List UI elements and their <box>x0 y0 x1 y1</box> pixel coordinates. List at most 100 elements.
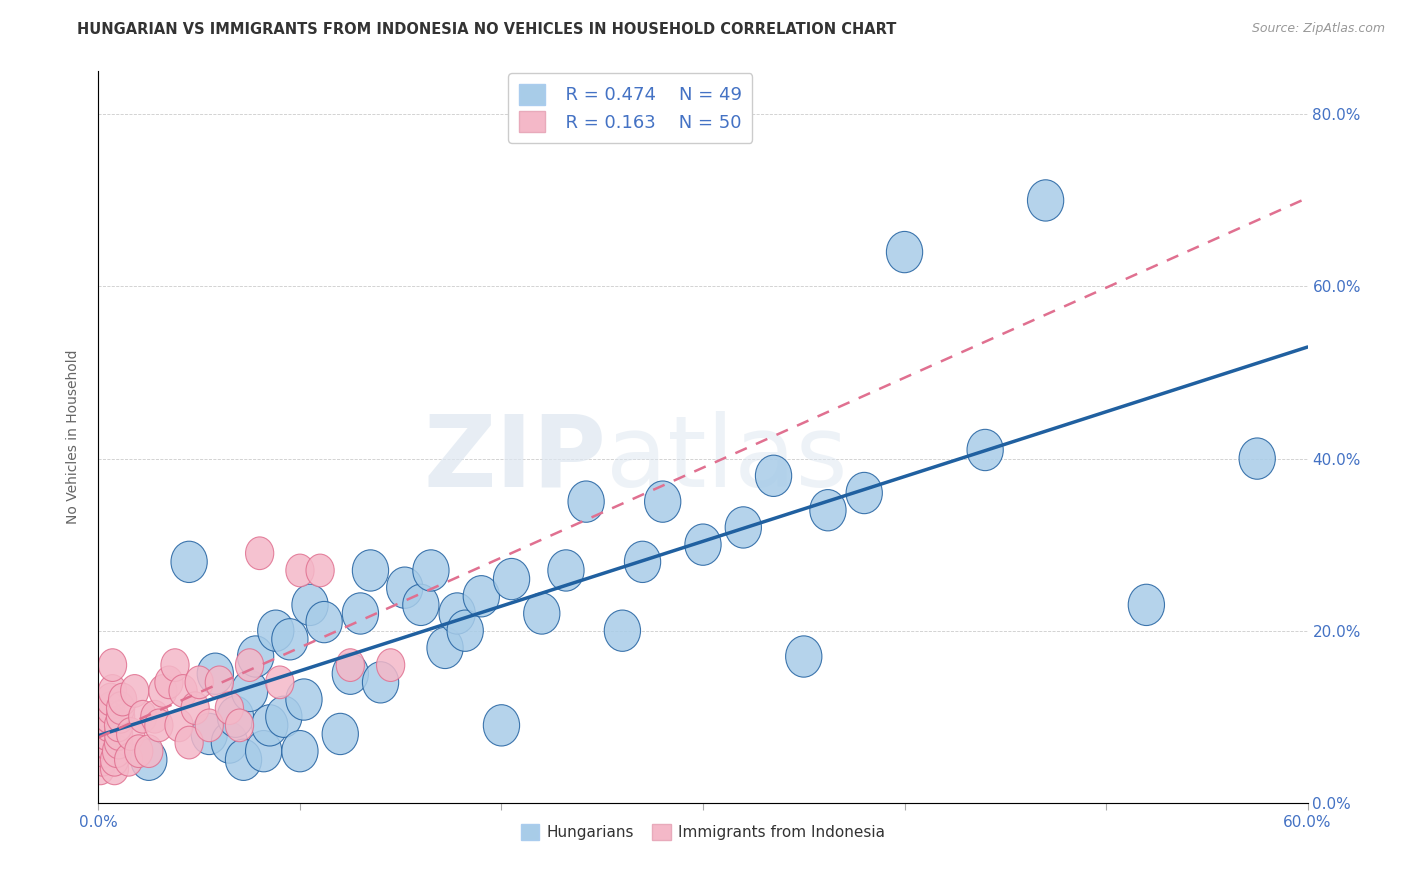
Ellipse shape <box>100 752 129 785</box>
Ellipse shape <box>257 610 294 651</box>
Ellipse shape <box>685 524 721 566</box>
Ellipse shape <box>93 726 121 759</box>
Ellipse shape <box>523 593 560 634</box>
Ellipse shape <box>94 700 122 733</box>
Ellipse shape <box>281 731 318 772</box>
Ellipse shape <box>94 700 122 733</box>
Ellipse shape <box>117 717 145 750</box>
Ellipse shape <box>104 717 132 750</box>
Ellipse shape <box>90 726 118 759</box>
Ellipse shape <box>205 666 233 698</box>
Ellipse shape <box>218 696 253 738</box>
Ellipse shape <box>108 683 136 716</box>
Ellipse shape <box>238 636 274 677</box>
Ellipse shape <box>107 700 135 733</box>
Ellipse shape <box>104 726 132 759</box>
Ellipse shape <box>568 481 605 523</box>
Ellipse shape <box>252 705 288 746</box>
Ellipse shape <box>104 709 132 742</box>
Ellipse shape <box>605 610 641 651</box>
Ellipse shape <box>135 735 163 767</box>
Ellipse shape <box>232 670 267 712</box>
Ellipse shape <box>125 735 153 767</box>
Ellipse shape <box>548 549 583 591</box>
Ellipse shape <box>165 709 193 742</box>
Ellipse shape <box>285 554 314 587</box>
Ellipse shape <box>235 648 264 681</box>
Ellipse shape <box>131 739 167 780</box>
Ellipse shape <box>246 537 274 570</box>
Ellipse shape <box>624 541 661 582</box>
Ellipse shape <box>271 619 308 660</box>
Ellipse shape <box>186 666 214 698</box>
Ellipse shape <box>89 743 117 776</box>
Ellipse shape <box>644 481 681 523</box>
Ellipse shape <box>484 705 520 746</box>
Ellipse shape <box>169 674 197 707</box>
Ellipse shape <box>90 735 118 767</box>
Ellipse shape <box>846 473 883 514</box>
Ellipse shape <box>285 679 322 720</box>
Ellipse shape <box>447 610 484 651</box>
Ellipse shape <box>413 549 449 591</box>
Y-axis label: No Vehicles in Household: No Vehicles in Household <box>66 350 80 524</box>
Ellipse shape <box>786 636 823 677</box>
Legend: Hungarians, Immigrants from Indonesia: Hungarians, Immigrants from Indonesia <box>515 818 891 847</box>
Ellipse shape <box>494 558 530 599</box>
Ellipse shape <box>363 662 399 703</box>
Text: HUNGARIAN VS IMMIGRANTS FROM INDONESIA NO VEHICLES IN HOUSEHOLD CORRELATION CHAR: HUNGARIAN VS IMMIGRANTS FROM INDONESIA N… <box>77 22 897 37</box>
Text: ZIP: ZIP <box>423 410 606 508</box>
Ellipse shape <box>377 648 405 681</box>
Ellipse shape <box>94 709 122 742</box>
Ellipse shape <box>103 735 131 767</box>
Ellipse shape <box>174 726 204 759</box>
Ellipse shape <box>439 593 475 634</box>
Ellipse shape <box>98 674 127 707</box>
Ellipse shape <box>145 709 173 742</box>
Ellipse shape <box>191 714 228 755</box>
Ellipse shape <box>1128 584 1164 625</box>
Ellipse shape <box>266 666 294 698</box>
Ellipse shape <box>211 722 247 764</box>
Ellipse shape <box>463 575 499 617</box>
Ellipse shape <box>342 593 378 634</box>
Ellipse shape <box>967 429 1004 471</box>
Ellipse shape <box>225 709 253 742</box>
Ellipse shape <box>307 554 335 587</box>
Ellipse shape <box>98 648 127 681</box>
Ellipse shape <box>246 731 281 772</box>
Ellipse shape <box>292 584 328 625</box>
Ellipse shape <box>100 743 129 776</box>
Ellipse shape <box>725 507 762 548</box>
Ellipse shape <box>402 584 439 625</box>
Ellipse shape <box>1239 438 1275 479</box>
Ellipse shape <box>107 692 135 724</box>
Ellipse shape <box>1028 180 1064 221</box>
Ellipse shape <box>225 739 262 780</box>
Ellipse shape <box>353 549 388 591</box>
Ellipse shape <box>155 666 183 698</box>
Ellipse shape <box>129 700 157 733</box>
Ellipse shape <box>886 231 922 273</box>
Ellipse shape <box>86 752 114 785</box>
Ellipse shape <box>97 692 125 724</box>
Ellipse shape <box>97 683 125 716</box>
Ellipse shape <box>755 455 792 497</box>
Ellipse shape <box>181 692 209 724</box>
Text: atlas: atlas <box>606 410 848 508</box>
Ellipse shape <box>215 692 243 724</box>
Text: Source: ZipAtlas.com: Source: ZipAtlas.com <box>1251 22 1385 36</box>
Ellipse shape <box>160 648 188 681</box>
Ellipse shape <box>195 709 224 742</box>
Ellipse shape <box>336 648 364 681</box>
Ellipse shape <box>149 674 177 707</box>
Ellipse shape <box>93 717 121 750</box>
Ellipse shape <box>387 567 423 608</box>
Ellipse shape <box>307 601 342 643</box>
Ellipse shape <box>172 541 207 582</box>
Ellipse shape <box>114 743 143 776</box>
Ellipse shape <box>332 653 368 694</box>
Ellipse shape <box>427 627 463 669</box>
Ellipse shape <box>121 674 149 707</box>
Ellipse shape <box>322 714 359 755</box>
